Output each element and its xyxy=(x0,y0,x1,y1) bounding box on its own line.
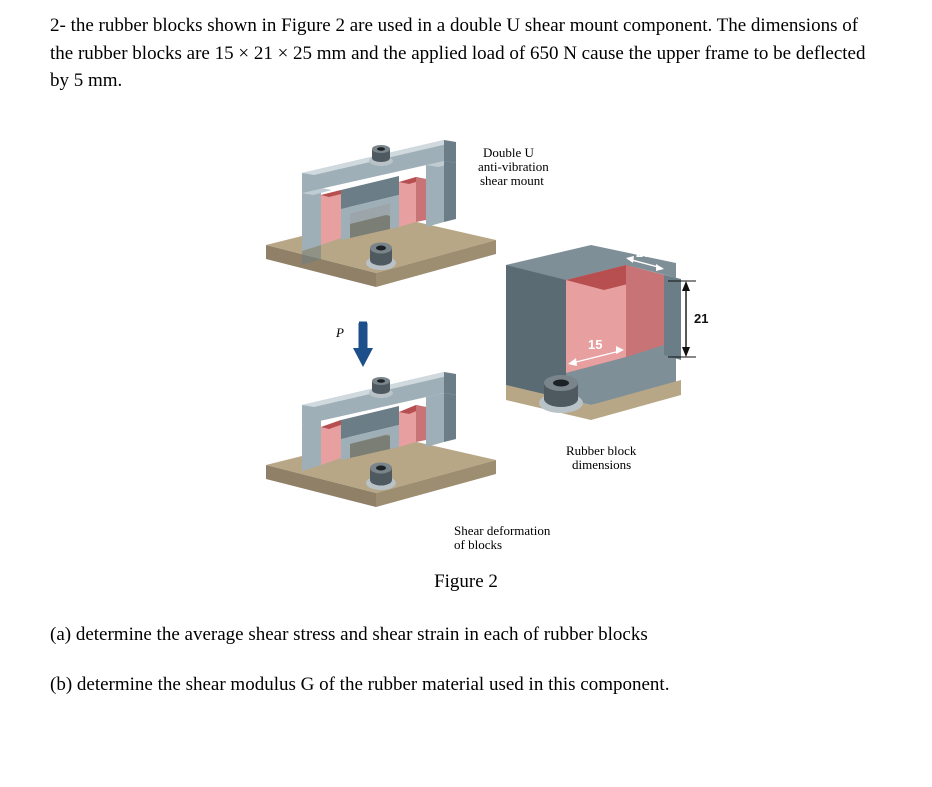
svg-text:21: 21 xyxy=(694,311,708,326)
load-arrow: P xyxy=(335,323,373,367)
figure-svg: Double U anti-vibration shear mount xyxy=(206,125,726,565)
problem-statement: 2- the rubber blocks shown in Figure 2 a… xyxy=(50,12,882,95)
label-mount-2: anti-vibration xyxy=(478,159,549,174)
label-p: P xyxy=(335,325,344,340)
label-rubber-2: dimensions xyxy=(572,457,631,472)
question-a: (a) determine the average shear stress a… xyxy=(50,621,882,650)
question-b: (b) determine the shear modulus G of the… xyxy=(50,671,882,700)
figure-caption: Figure 2 xyxy=(50,571,882,593)
label-shear-1: Shear deformation xyxy=(454,523,551,538)
dimension-detail: 25 15 21 xyxy=(506,245,708,420)
mount-top xyxy=(266,140,496,287)
figure-2: Double U anti-vibration shear mount xyxy=(50,125,882,565)
label-mount-1: Double U xyxy=(483,145,535,160)
label-shear-2: of blocks xyxy=(454,537,502,552)
label-rubber-1: Rubber block xyxy=(566,443,637,458)
svg-text:25: 25 xyxy=(636,245,650,260)
label-mount-3: shear mount xyxy=(480,173,544,188)
svg-text:15: 15 xyxy=(588,337,602,352)
mount-bottom xyxy=(266,372,496,507)
